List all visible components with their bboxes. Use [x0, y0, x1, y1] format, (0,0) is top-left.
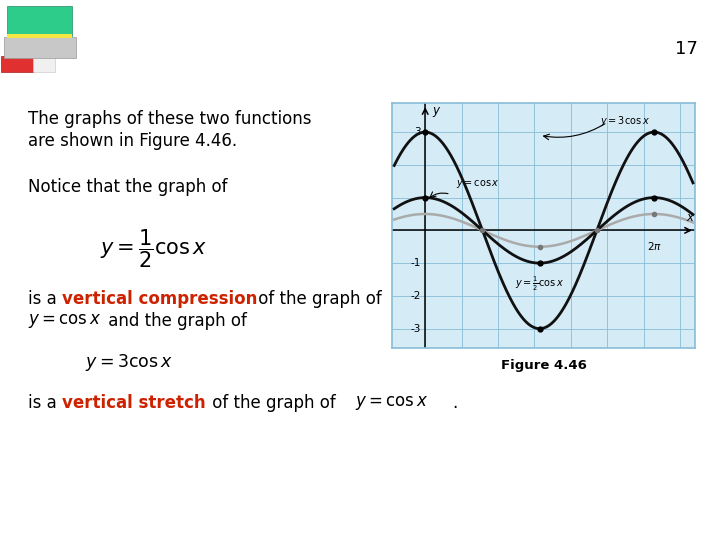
Text: of the graph of: of the graph of	[207, 394, 341, 412]
Text: .: .	[452, 394, 457, 412]
Text: The graphs of these two functions: The graphs of these two functions	[28, 110, 312, 128]
Text: $y = \cos x$: $y = \cos x$	[456, 178, 500, 191]
Text: $y = \frac{1}{2}\cos x$: $y = \frac{1}{2}\cos x$	[515, 274, 564, 293]
Text: is a: is a	[28, 290, 62, 308]
Text: Example 2 –: Example 2 –	[97, 22, 331, 55]
Text: -1: -1	[410, 258, 420, 268]
Text: $y = 3\cos x$: $y = 3\cos x$	[85, 352, 173, 373]
Text: are shown in Figure 4.46.: are shown in Figure 4.46.	[28, 132, 237, 150]
Text: $y = \cos x$: $y = \cos x$	[28, 312, 102, 330]
Text: Figure 4.46: Figure 4.46	[500, 359, 587, 372]
Text: of the graph of: of the graph of	[253, 290, 382, 308]
Text: cont'd: cont'd	[659, 61, 702, 75]
Text: $2\pi$: $2\pi$	[647, 240, 662, 252]
Text: $y = 3\cos x$: $y = 3\cos x$	[600, 113, 650, 127]
Text: vertical compression: vertical compression	[62, 290, 257, 308]
Text: 3: 3	[414, 127, 420, 137]
Text: Notice that the graph of: Notice that the graph of	[28, 178, 228, 196]
FancyBboxPatch shape	[4, 37, 76, 58]
Text: 17: 17	[675, 40, 698, 58]
Text: -2: -2	[410, 291, 420, 301]
FancyBboxPatch shape	[1, 56, 34, 72]
Text: $y = \dfrac{1}{2}\cos x$: $y = \dfrac{1}{2}\cos x$	[100, 228, 207, 271]
Text: Solution: Solution	[359, 22, 515, 55]
Text: $x$: $x$	[686, 212, 696, 225]
FancyBboxPatch shape	[7, 5, 72, 36]
FancyBboxPatch shape	[33, 56, 55, 72]
Text: $y$: $y$	[432, 105, 441, 119]
FancyBboxPatch shape	[7, 33, 72, 38]
Text: vertical stretch: vertical stretch	[62, 394, 206, 412]
Text: $y = \cos x$: $y = \cos x$	[355, 394, 428, 412]
Text: and the graph of: and the graph of	[103, 312, 247, 330]
Text: -3: -3	[410, 323, 420, 334]
Text: is a: is a	[28, 394, 62, 412]
